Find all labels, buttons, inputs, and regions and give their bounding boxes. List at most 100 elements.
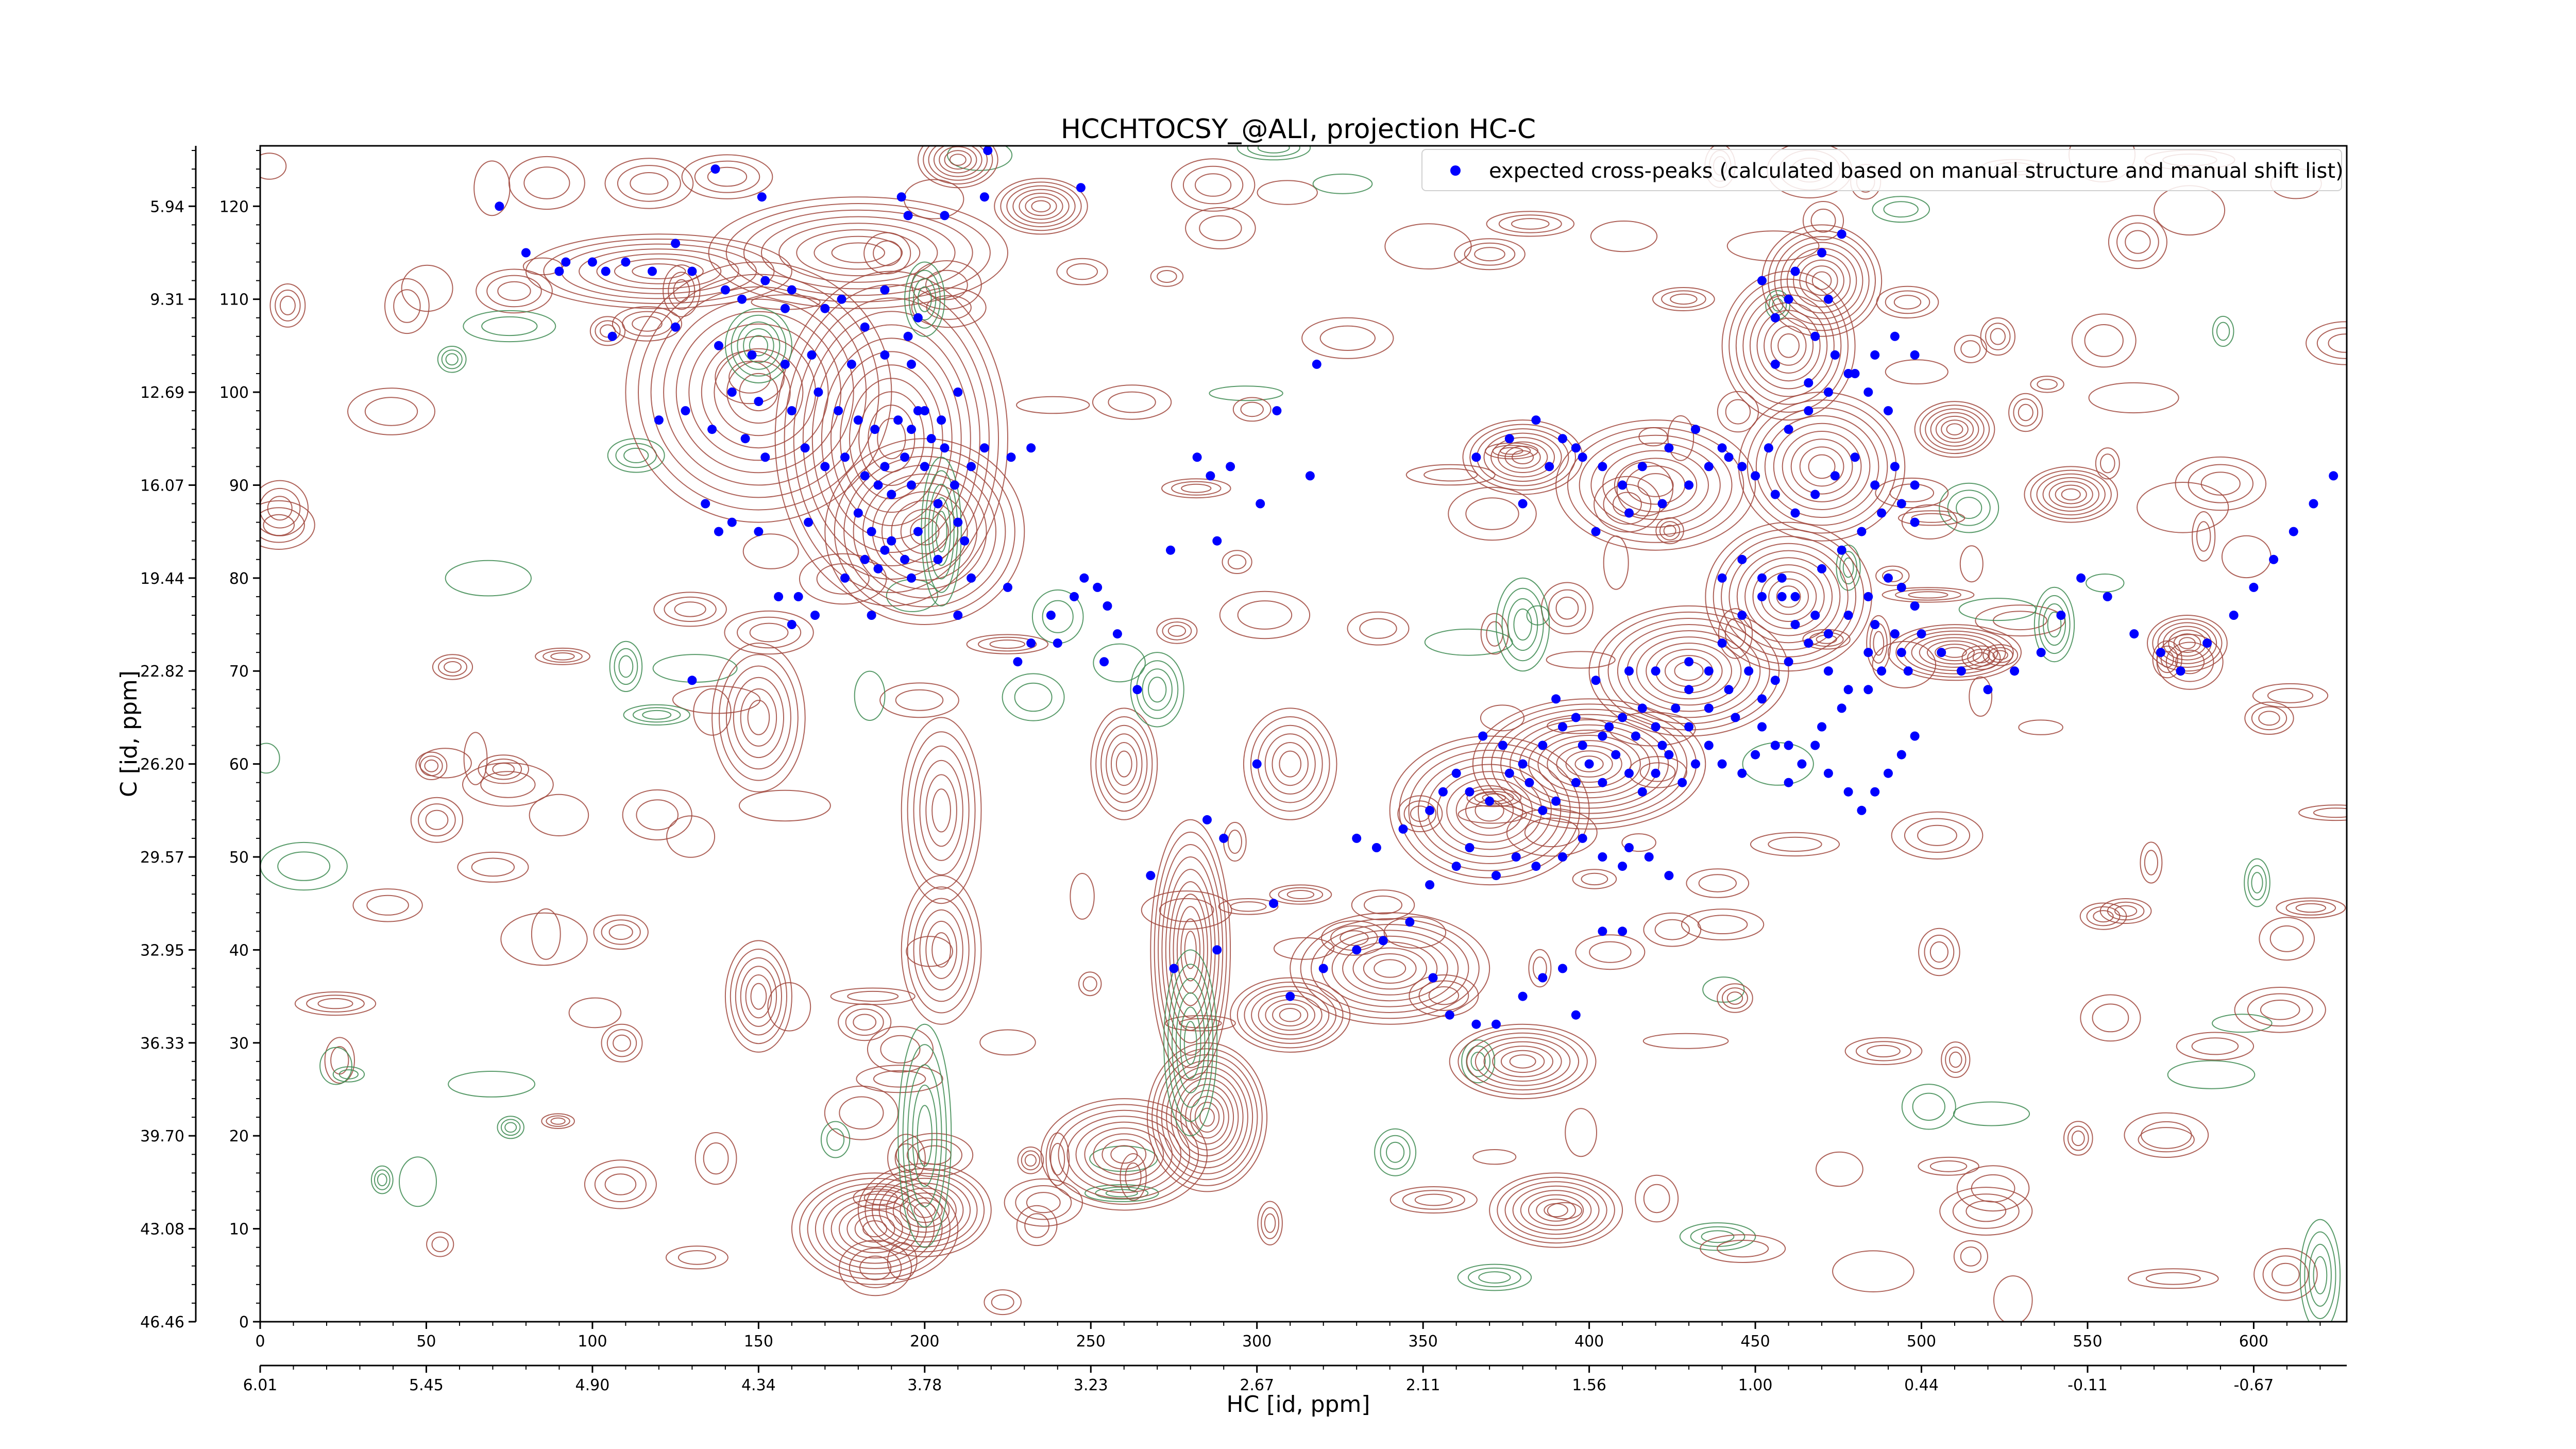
- cross-peak-point: [1318, 964, 1328, 973]
- legend: expected cross-peaks (calculated based o…: [1421, 149, 2344, 191]
- cross-peak-point: [903, 331, 913, 341]
- cross-peak-point: [687, 266, 697, 276]
- cross-peak-point: [1551, 694, 1561, 704]
- cross-peak-point: [714, 341, 723, 350]
- cross-peak-point: [2329, 471, 2338, 481]
- x-ppm-tick-label: -0.11: [2067, 1376, 2108, 1394]
- cross-peak-point: [681, 406, 690, 416]
- cross-peak-point: [1305, 471, 1315, 481]
- cross-peak-point: [1884, 406, 1893, 416]
- cross-peak-point: [687, 676, 697, 685]
- cross-peak-point: [720, 285, 730, 295]
- cross-peak-point: [1804, 638, 1814, 648]
- cross-peak-point: [1206, 471, 1215, 481]
- cross-peak-point: [1830, 350, 1840, 360]
- cross-peak-point: [1810, 611, 1820, 620]
- x-axis-label: HC [id, ppm]: [1227, 1391, 1370, 1418]
- cross-peak-point: [1817, 248, 1827, 258]
- cross-peak-point: [1651, 722, 1660, 732]
- cross-peak-point: [727, 517, 737, 527]
- cross-peak-point: [760, 452, 770, 462]
- cross-peak-point: [1624, 666, 1634, 676]
- cross-peak-point: [953, 387, 963, 397]
- cross-peak-point: [787, 285, 796, 295]
- cross-peak-point: [1770, 313, 1780, 323]
- cross-peak-point: [887, 536, 896, 546]
- cross-peak-point: [1053, 638, 1062, 648]
- cross-peak-point: [587, 257, 597, 267]
- cross-peak-point: [1770, 740, 1780, 750]
- cross-peak-point: [940, 211, 950, 221]
- cross-peak-point: [804, 517, 814, 527]
- cross-peak-point: [853, 508, 863, 518]
- cross-peak-point: [1079, 573, 1089, 583]
- cross-peak-point: [1518, 759, 1528, 769]
- y-tick-label: 70: [229, 663, 249, 681]
- cross-peak-point: [1013, 657, 1023, 667]
- cross-peak-point: [807, 350, 817, 360]
- cross-peak-point: [1863, 387, 1873, 397]
- y-tick-label: 90: [229, 477, 249, 495]
- cross-peak-point: [1830, 471, 1840, 481]
- cross-peak-point: [907, 480, 916, 490]
- cross-peak-point: [1884, 768, 1893, 778]
- cross-peak-point: [1070, 592, 1079, 601]
- cross-peak-point: [747, 350, 757, 360]
- cross-peak-point: [760, 276, 770, 285]
- x-ppm-tick-label: 6.01: [243, 1376, 278, 1394]
- cross-peak-point: [1545, 462, 1554, 471]
- cross-peak-point: [1737, 554, 1747, 564]
- cross-peak-point: [1093, 582, 1103, 592]
- x-ppm-tick-label: 0.44: [1904, 1376, 1939, 1394]
- cross-peak-point: [2176, 666, 2185, 676]
- cross-peak-point: [900, 452, 910, 462]
- cross-peak-point: [1598, 778, 1607, 787]
- y-ppm-tick-label: 43.08: [140, 1221, 184, 1239]
- cross-peak-point: [1777, 573, 1787, 583]
- cross-peak-point: [554, 266, 564, 276]
- cross-peak-point: [1790, 620, 1800, 629]
- cross-peak-point: [893, 415, 903, 425]
- cross-peak-point: [1578, 833, 1587, 843]
- cross-peak-point: [1917, 629, 1926, 639]
- cross-peak-point: [837, 294, 846, 304]
- cross-peak-point: [774, 592, 784, 601]
- y-tick-label: 0: [239, 1313, 249, 1332]
- cross-peak-point: [983, 146, 993, 155]
- cross-peak-point: [1352, 945, 1362, 955]
- cross-peak-point: [953, 517, 963, 527]
- cross-peak-point: [1804, 378, 1814, 387]
- cross-peak-point: [860, 554, 870, 564]
- cross-peak-point: [2269, 554, 2279, 564]
- x-tick-label: 50: [416, 1333, 436, 1351]
- x-ppm-tick-label: 3.23: [1074, 1376, 1108, 1394]
- cross-peak-point: [1598, 852, 1607, 862]
- cross-peak-point: [800, 443, 810, 453]
- cross-peak-point: [1757, 276, 1767, 285]
- cross-peak-point: [1863, 685, 1873, 695]
- cross-peak-point: [1784, 740, 1793, 750]
- cross-peak-point: [814, 387, 823, 397]
- cross-peak-point: [1691, 425, 1700, 434]
- cross-peak-point: [1425, 880, 1435, 890]
- cross-peak-point: [1538, 973, 1548, 983]
- cross-peak-point: [1312, 359, 1321, 369]
- cross-peak-point: [1003, 582, 1012, 592]
- cross-peak-point: [967, 462, 976, 471]
- cross-peak-point: [1684, 722, 1694, 732]
- cross-peak-point: [1770, 490, 1780, 499]
- cross-peak-point: [1504, 768, 1514, 778]
- cross-peak-point: [1637, 462, 1647, 471]
- cross-peak-point: [933, 499, 943, 509]
- y-ppm-tick-label: 39.70: [140, 1127, 184, 1145]
- cross-peak-point: [880, 545, 890, 555]
- cross-peak-point: [900, 554, 910, 564]
- cross-peak-point: [2103, 592, 2112, 601]
- x-tick-label: 300: [1242, 1333, 1272, 1351]
- cross-peak-point: [780, 359, 790, 369]
- cross-peak-point: [2229, 611, 2239, 620]
- cross-peak-point: [607, 331, 617, 341]
- cross-peak-point: [1445, 1010, 1454, 1020]
- chart-title: HCCHTOCSY_@ALI, projection HC-C: [1061, 114, 1536, 145]
